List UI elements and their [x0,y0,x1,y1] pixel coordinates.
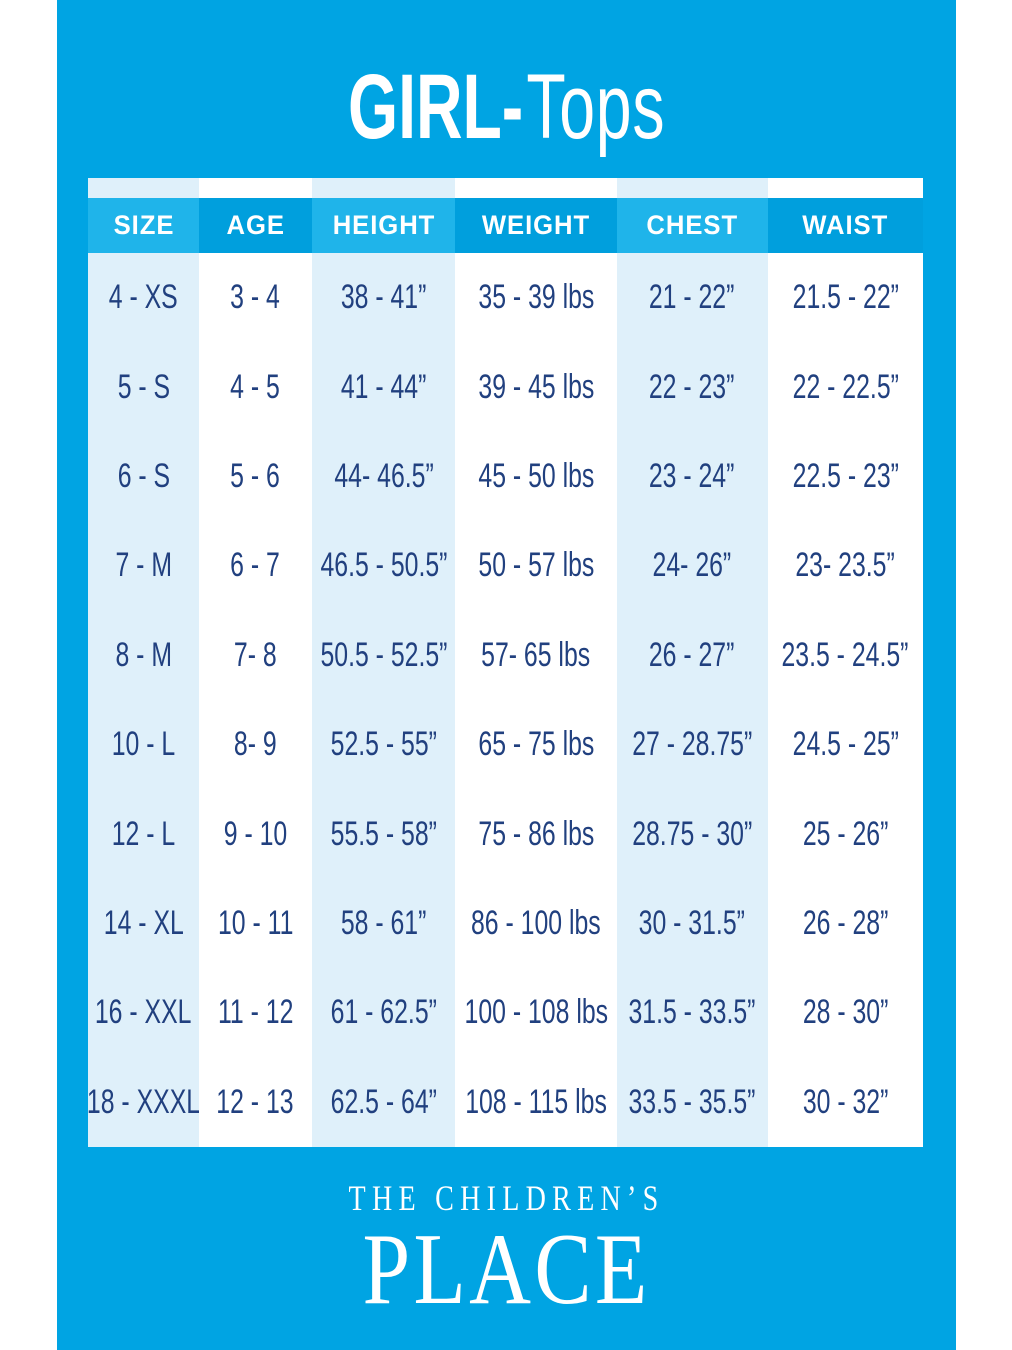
cell-row6-size: 10 - L [88,700,200,790]
page-title-bold: GIRL- [347,56,524,158]
cell-row10-weight: 108 - 115 lbs [455,1057,617,1147]
cell-row2-chest: 22 - 23” [616,342,768,432]
table-top-strip-size [88,178,200,198]
cell-row1-chest: 21 - 22” [616,253,768,343]
cell-row5-weight: 57- 65 lbs [455,610,617,700]
column-header-age: AGE [199,198,312,253]
cell-row5-chest: 26 - 27” [616,610,768,700]
cell-row2-weight: 39 - 45 lbs [455,342,617,432]
cell-row9-waist: 28 - 30” [767,968,923,1058]
column-header-height: HEIGHT [311,198,456,253]
cell-row3-height: 44- 46.5” [311,431,456,522]
cell-row6-height: 52.5 - 55” [311,700,456,790]
cell-row8-chest: 30 - 31.5” [616,878,768,969]
cell-row7-age: 9 - 10 [199,789,312,879]
cell-row1-weight: 35 - 39 lbs [455,253,617,343]
cell-row7-size: 12 - L [88,789,200,879]
cell-row6-weight: 65 - 75 lbs [455,700,617,790]
cell-row2-height: 41 - 44” [311,342,456,432]
cell-row1-waist: 21.5 - 22” [767,253,923,343]
cell-row4-height: 46.5 - 50.5” [311,521,456,611]
cell-row4-chest: 24- 26” [616,521,768,611]
cell-row4-size: 7 - M [88,521,200,611]
table-top-strip-chest [616,178,768,198]
cell-row2-size: 5 - S [88,342,200,432]
brand-logo: THE CHILDREN’S PLACE [57,1178,956,1326]
cell-row7-waist: 25 - 26” [767,789,923,879]
cell-row5-size: 8 - M [88,610,200,700]
cell-row8-weight: 86 - 100 lbs [455,878,617,969]
table-top-strip-age [199,178,312,198]
cell-row6-chest: 27 - 28.75” [616,700,768,790]
cell-row9-height: 61 - 62.5” [311,968,456,1058]
cell-row3-chest: 23 - 24” [616,431,768,522]
cell-row2-age: 4 - 5 [199,342,312,432]
cell-row3-age: 5 - 6 [199,431,312,522]
cell-row4-weight: 50 - 57 lbs [455,521,617,611]
cell-row8-waist: 26 - 28” [767,878,923,969]
cell-row5-waist: 23.5 - 24.5” [767,610,923,700]
column-header-size: SIZE [88,198,200,253]
cell-row3-size: 6 - S [88,431,200,522]
cell-row9-age: 11 - 12 [199,968,312,1058]
page-title: GIRL- Tops [57,50,956,191]
cell-row10-chest: 33.5 - 35.5” [616,1057,768,1147]
cell-row10-size: 18 - XXXL [88,1057,200,1147]
column-header-weight: WEIGHT [455,198,617,253]
column-header-chest: CHEST [616,198,768,253]
table-top-strip-height [311,178,456,198]
cell-row8-age: 10 - 11 [199,878,312,969]
cell-row3-waist: 22.5 - 23” [767,431,923,522]
cell-row4-age: 6 - 7 [199,521,312,611]
cell-row4-waist: 23- 23.5” [767,521,923,611]
blue-panel: GIRL- Tops SIZE AGE HEIGHT WEIGHT CHEST WAIST… [57,0,956,1350]
cell-row2-waist: 22 - 22.5” [767,342,923,432]
table-top-strip-waist [767,178,923,198]
cell-row6-waist: 24.5 - 25” [767,700,923,790]
cell-row10-height: 62.5 - 64” [311,1057,456,1147]
table-top-strip-weight [455,178,617,198]
cell-row1-height: 38 - 41” [311,253,456,343]
cell-row5-height: 50.5 - 52.5” [311,610,456,700]
page-title-regular: Tops [526,56,666,158]
cell-row7-weight: 75 - 86 lbs [455,789,617,879]
column-header-waist: WAIST [767,198,923,253]
cell-row9-weight: 100 - 108 lbs [455,968,617,1058]
cell-row5-age: 7- 8 [199,610,312,700]
cell-row8-size: 14 - XL [88,878,200,969]
size-chart-table: SIZE AGE HEIGHT WEIGHT CHEST WAIST 4 - XS 3 - 4… [88,178,923,1147]
cell-row6-age: 8- 9 [199,700,312,790]
brand-name-top: THE CHILDREN’S [348,1178,665,1218]
cell-row1-age: 3 - 4 [199,253,312,343]
cell-row8-height: 58 - 61” [311,878,456,969]
cell-row1-size: 4 - XS [88,253,200,343]
cell-row7-chest: 28.75 - 30” [616,789,768,879]
cell-row10-age: 12 - 13 [199,1057,312,1147]
cell-row3-weight: 45 - 50 lbs [455,431,617,522]
cell-row9-size: 16 - XXL [88,968,200,1058]
brand-name-bottom: PLACE [362,1213,651,1326]
cell-row7-height: 55.5 - 58” [311,789,456,879]
cell-row10-waist: 30 - 32” [767,1057,923,1147]
cell-row9-chest: 31.5 - 33.5” [616,968,768,1058]
